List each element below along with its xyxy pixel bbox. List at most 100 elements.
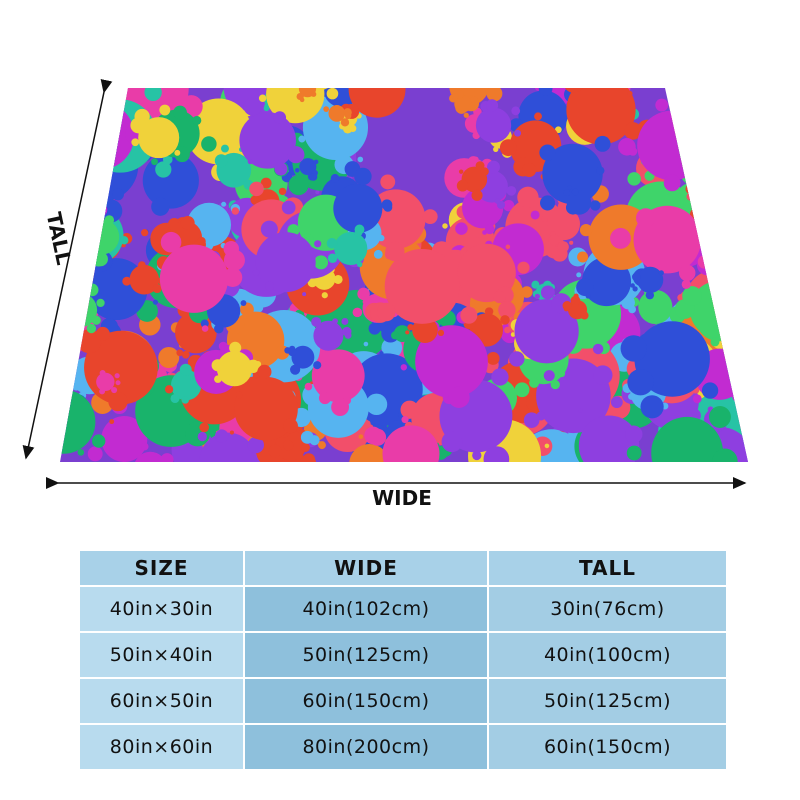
paint-drop (363, 341, 369, 347)
paint-drop (112, 144, 118, 149)
paint-drop (726, 129, 735, 138)
paint-splat (734, 137, 748, 181)
paint-drop (726, 169, 732, 175)
paint-drop (164, 385, 174, 394)
paint-drop (327, 253, 338, 263)
paint-drop (733, 142, 741, 150)
paint-drop (350, 58, 358, 66)
paint-drop (44, 416, 51, 423)
paint-drop (366, 471, 376, 481)
paint-drop (469, 102, 475, 108)
paint-drop (73, 262, 82, 271)
paint-drop (321, 292, 328, 299)
tall-label: TALL (42, 210, 77, 267)
paint-drop (147, 488, 154, 495)
table-cell: 60in(150cm) (487, 723, 728, 771)
paint-drop (114, 373, 120, 379)
paint-splat (62, 292, 98, 328)
paint-drop (504, 326, 511, 334)
paint-drop (160, 453, 174, 462)
paint-drop (312, 73, 324, 85)
paint-drop (701, 228, 718, 245)
paint-drop (312, 88, 331, 91)
paint-drop (448, 466, 453, 471)
paint-drop (294, 168, 300, 173)
tall-arrow (22, 79, 113, 460)
paint-drop (134, 46, 139, 51)
paint-splat (348, 88, 406, 118)
paint-drop (678, 183, 702, 206)
paint-drop (378, 234, 385, 242)
paint-drop (493, 146, 499, 153)
paint-drop (671, 88, 677, 92)
paint-drop (379, 351, 384, 356)
paint-drop (697, 255, 712, 269)
paint-drop (219, 459, 244, 462)
paint-drop (102, 96, 116, 110)
paint-drop (632, 286, 638, 292)
paint-drop (724, 203, 731, 210)
paint-drop (716, 244, 728, 256)
paint-drop (486, 351, 500, 365)
paint-drop (282, 439, 294, 451)
paint-splat (382, 425, 440, 462)
paint-drop (24, 411, 29, 416)
paint-drop (91, 165, 97, 171)
paint-drop (331, 398, 350, 417)
paint-drop (258, 94, 267, 102)
paint-drop (120, 236, 129, 245)
paint-drop (658, 270, 664, 276)
paint-drop (717, 468, 737, 488)
paint-drop (524, 493, 547, 516)
paint-drop (463, 112, 469, 118)
paint-drop (35, 414, 47, 426)
paint-drop (302, 292, 307, 297)
paint-drop (243, 97, 262, 116)
paint-drop (469, 53, 484, 68)
paint-drop (749, 217, 769, 237)
paint-splat (313, 320, 344, 351)
paint-drop (742, 420, 748, 439)
paint-splat (651, 416, 724, 462)
paint-drop (701, 382, 719, 399)
paint-drop (365, 393, 388, 416)
paint-splat (721, 88, 748, 125)
paint-splat (542, 143, 603, 205)
paint-drop (97, 203, 105, 211)
paint-splat (60, 121, 62, 143)
paint-drop (264, 281, 275, 291)
table-body: 40in×30in 40in(102cm) 30in(76cm) 50in×40in 5… (78, 585, 728, 771)
paint-splat (694, 174, 723, 203)
header-cell: TALL (487, 549, 728, 587)
paint-drop (494, 198, 501, 204)
paint-drop (319, 57, 339, 77)
paint-drop (550, 379, 560, 390)
paint-splat (266, 88, 325, 124)
paint-drop (89, 161, 104, 176)
paint-splat (566, 88, 636, 145)
paint-drop (368, 322, 381, 335)
paint-drop (514, 129, 522, 137)
paint-drop (558, 370, 566, 378)
paint-drop (470, 96, 478, 104)
paint-drop (486, 88, 503, 102)
paint-drop (174, 149, 181, 156)
paint-drop (405, 330, 410, 335)
paint-drop (81, 88, 96, 100)
paint-drop (310, 91, 317, 97)
paint-splat (60, 389, 96, 454)
paint-drop (65, 172, 71, 178)
paint-drop (105, 114, 110, 120)
paint-drop (326, 238, 338, 249)
paint-drop (576, 272, 582, 278)
paint-drop (181, 350, 190, 359)
paint-drop (708, 142, 714, 148)
paint-splat (138, 117, 180, 159)
paint-drop (274, 162, 288, 176)
paint-drop (307, 277, 318, 288)
paint-drop (282, 486, 288, 492)
paint-splat (60, 422, 67, 457)
paint-splat (475, 107, 512, 143)
paint-drop (64, 161, 72, 169)
blanket-diagram: TALL WIDE (22, 46, 769, 516)
